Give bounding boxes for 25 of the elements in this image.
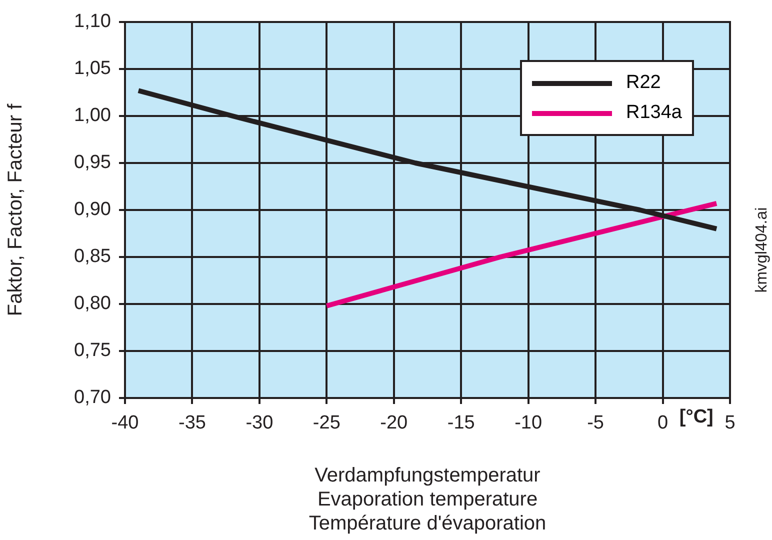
x-tick-label: 5: [724, 412, 736, 434]
x-tick-label: -15: [447, 412, 475, 434]
x-tick-label: -10: [514, 412, 542, 434]
x-tick-label: -35: [178, 412, 206, 434]
legend-label: R134a: [626, 102, 682, 124]
text: kmvgl404.ai: [753, 207, 770, 293]
y-tick-label: 0,85: [74, 246, 111, 268]
y-tick-label: 0,90: [74, 199, 111, 220]
x-axis-title: Verdampfungstemperatur Evaporation temperature Température d'évaporation: [308, 464, 546, 535]
y-tick-label: 1,10: [74, 11, 111, 32]
y-tick-label: 1,00: [74, 105, 111, 126]
x-tick-label: -25: [312, 412, 340, 434]
legend-label: R22: [626, 72, 661, 94]
x-tick-label: 0: [657, 412, 668, 434]
y-tick-label: 1,05: [74, 58, 111, 80]
x-tick-label: -5: [587, 412, 604, 434]
x-tick-label: -40: [111, 412, 139, 434]
x-tick-label: -20: [380, 412, 408, 434]
y-axis-title: Faktor, Factor, Facteur f: [4, 103, 27, 316]
y-tick-label: 0,75: [74, 340, 111, 362]
y-tick-label: 0,70: [74, 387, 111, 408]
y-tick-label: 0,95: [74, 152, 111, 174]
text: [°C]: [679, 406, 714, 428]
y-tick-label: 0,80: [74, 293, 111, 314]
x-tick-label: -30: [246, 412, 274, 434]
